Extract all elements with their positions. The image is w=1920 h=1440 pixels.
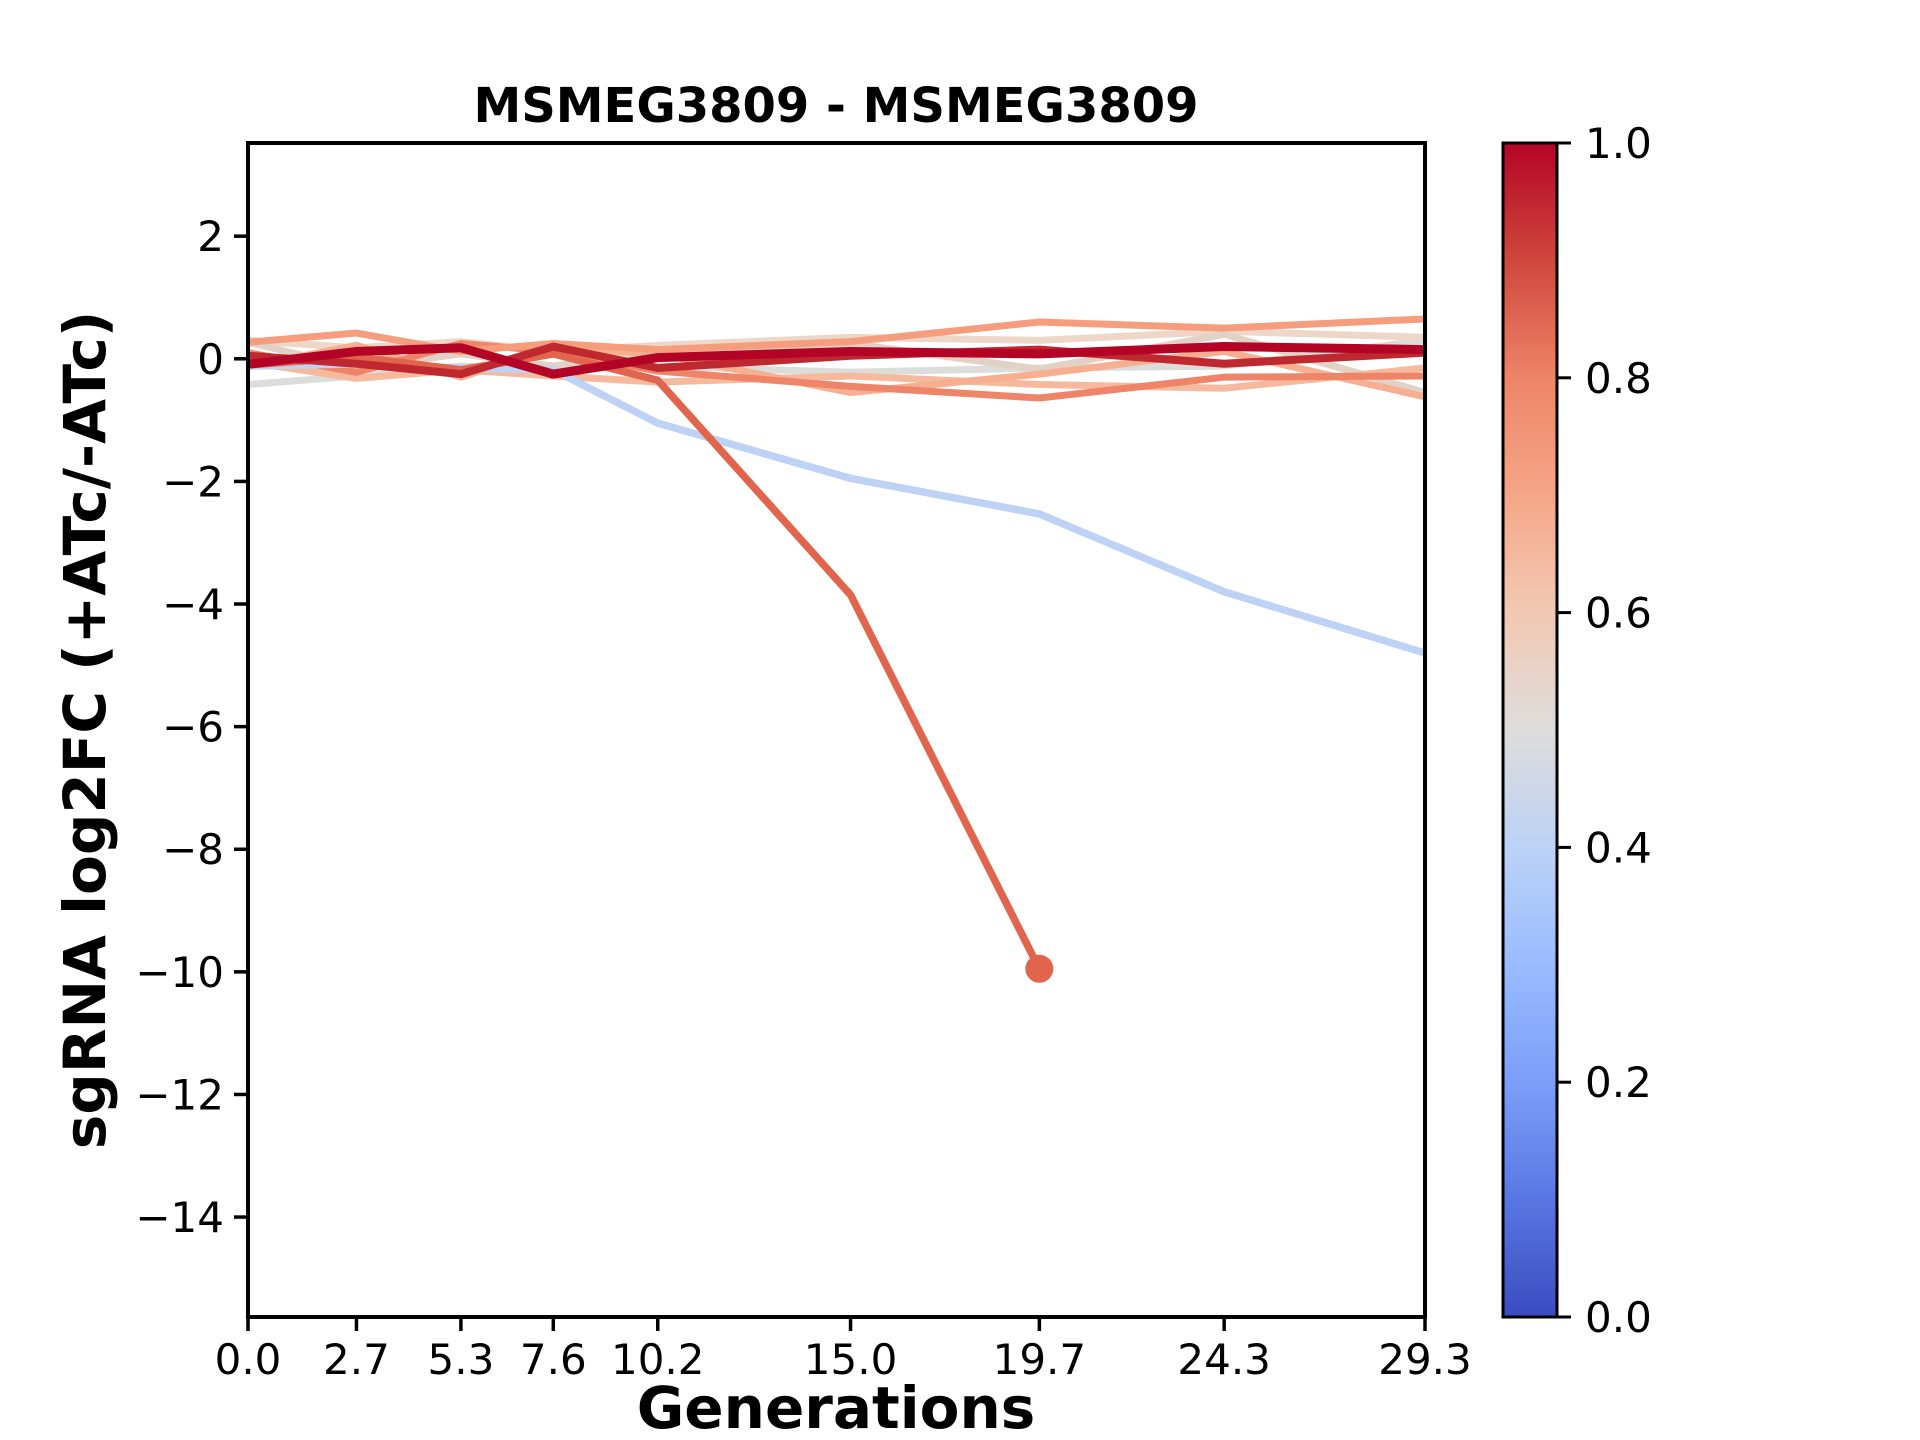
x-axis-ticks: 0.0 2.7 5.3 7.6 10.2 15.0 19.7 24.3 29.3: [215, 1317, 1472, 1384]
x-tick-label: 5.3: [428, 1335, 495, 1384]
colorbar-tick-label: 1.0: [1585, 119, 1652, 168]
colorbar-tick-label: 0.4: [1585, 823, 1652, 872]
x-tick-label: 15.0: [804, 1335, 898, 1384]
plot-background: [248, 143, 1425, 1317]
x-tick-label: 2.7: [323, 1335, 390, 1384]
y-tick-label: −12: [135, 1070, 224, 1119]
colorbar-ticks: 1.0 0.8 0.6 0.4 0.2 0.0: [1557, 119, 1652, 1342]
series-line-sgRNA-crimson-2: [248, 342, 1425, 379]
x-tick-label: 24.3: [1177, 1335, 1271, 1384]
axes-spines: [246, 141, 1427, 1319]
chart-title: MSMEG3809 - MSMEG3809: [473, 78, 1198, 134]
series-line-sgRNA-salmon-top: [248, 315, 1425, 355]
series-end-markers: [1025, 954, 1054, 983]
y-tick-label: 2: [197, 212, 224, 261]
colorbar: [1501, 141, 1559, 1319]
colorbar-tick-label: 0.2: [1585, 1058, 1652, 1107]
x-tick-label: 0.0: [215, 1335, 282, 1384]
y-tick-label: 0: [197, 335, 224, 384]
y-axis-label: sgRNA log2FC (+ATc/-ATc): [51, 311, 119, 1149]
y-tick-label: −14: [135, 1193, 224, 1242]
x-tick-label: 7.6: [520, 1335, 587, 1384]
colorbar-tick-label: 0.8: [1585, 354, 1652, 403]
series-line-sgRNA-red-drop: [248, 350, 1044, 973]
y-tick-label: −4: [162, 580, 224, 629]
x-tick-label: 19.7: [993, 1335, 1087, 1384]
colorbar-tick-label: 0.0: [1585, 1293, 1652, 1342]
y-tick-label: −10: [135, 948, 224, 997]
y-tick-label: −6: [162, 703, 224, 752]
colorbar-tick-label: 0.6: [1585, 589, 1652, 638]
x-axis-label: Generations: [637, 1374, 1036, 1440]
x-tick-label: 10.2: [611, 1335, 705, 1384]
y-tick-label: −2: [162, 457, 224, 506]
end-marker-sgRNA-red-drop: [1025, 954, 1054, 983]
series-lines: [248, 315, 1425, 973]
series-line-sgRNA-crimson-1: [248, 342, 1425, 379]
y-axis-ticks: 2 0 −2 −4 −6 −8 −10 −12 −14: [135, 212, 248, 1242]
x-tick-label: 29.3: [1378, 1335, 1472, 1384]
y-tick-label: −8: [162, 825, 224, 874]
